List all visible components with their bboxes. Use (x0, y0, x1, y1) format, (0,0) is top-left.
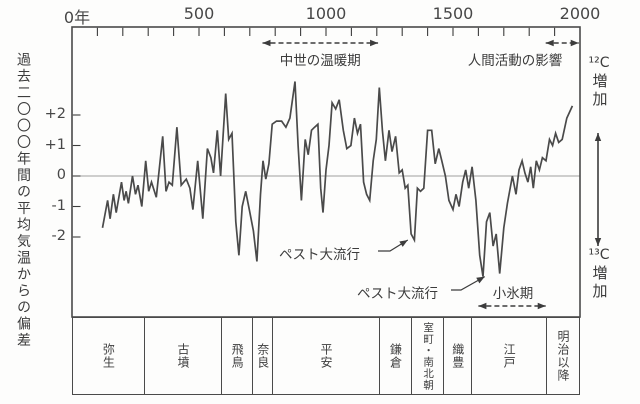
x-tick-label: 500 (183, 4, 215, 23)
era-label: 室町・南北朝 (422, 321, 435, 391)
era-label: 飛鳥 (230, 343, 245, 369)
era-label: 江戸 (502, 343, 517, 369)
y-axis-title: 過去二〇〇〇年間の平均気温からの偏差 (15, 52, 31, 349)
era-label: 明治以降 (555, 330, 570, 382)
era-label: 奈良 (255, 343, 270, 369)
carbon12-increase-label: ¹²C 増加 (581, 56, 617, 109)
annotation-human-activity: 人間活動の影響 (467, 53, 563, 69)
era-label: 平安 (318, 343, 333, 369)
era-cell-4: 奈良 (253, 318, 274, 394)
x-tick-label: 2000 (559, 4, 601, 23)
annotation-plague-2: ペスト大流行 (357, 286, 438, 302)
plague-2-leader (451, 276, 486, 291)
era-cell-7: 室町・南北朝 (412, 318, 445, 394)
c13-text: 増加 (590, 265, 609, 301)
era-cell-3: 飛鳥 (222, 318, 254, 394)
era-cell-2: 古墳 (145, 318, 223, 394)
medieval-warm-period-arrow-head (370, 39, 379, 47)
era-label: 鎌倉 (388, 343, 403, 369)
little-ice-age-arrow-head (478, 302, 487, 310)
y-tick-label: -2 (51, 228, 66, 244)
isotope-axis-arrow-head (594, 238, 602, 246)
y-tick-label: +1 (44, 136, 66, 153)
era-cell-5: 平安 (273, 318, 380, 394)
c12-symbol: ¹²C (588, 55, 610, 71)
era-cell-9: 江戸 (472, 318, 548, 394)
annotation-medieval-warm-period: 中世の温暖期 (279, 53, 361, 69)
era-cell-1: 弥生 (73, 318, 145, 394)
x-tick-label: 1000 (305, 4, 347, 23)
medieval-warm-period-arrow-head (262, 39, 271, 47)
isotope-axis-arrow-head (594, 133, 602, 141)
little-ice-age-arrow-head (537, 302, 546, 310)
y-tick-label: -1 (51, 197, 66, 214)
y-tick-label: +2 (44, 106, 66, 122)
temperature-curve (101, 81, 574, 277)
era-label: 弥生 (101, 343, 116, 369)
human-activity-arrow-head (570, 39, 579, 47)
c13-symbol: ¹³C (588, 247, 610, 263)
era-label: 織豊 (450, 343, 465, 369)
annotation-plague-1: ペスト大流行 (279, 247, 360, 263)
y-tick-label: 0 (56, 167, 66, 183)
carbon13-increase-label: ¹³C 増加 (581, 248, 617, 301)
human-activity-arrow-head (545, 39, 554, 47)
era-cell-8: 織豊 (444, 318, 473, 394)
x-tick-label: 1500 (432, 4, 474, 23)
era-bar: 弥生 古墳 飛鳥 奈良 平安 鎌倉 室町・南北朝 織豊 江戸 明治以降 (72, 317, 580, 395)
era-cell-6: 鎌倉 (380, 318, 413, 394)
plague-1-leader-head (399, 240, 408, 247)
era-label: 古墳 (176, 343, 191, 369)
annotation-little-ice-age: 小氷期 (492, 286, 534, 302)
plague-2-leader-head (476, 276, 485, 284)
c12-text: 増加 (590, 73, 609, 109)
era-cell-10: 明治以降 (547, 318, 579, 394)
x-tick-label: 0年 (63, 8, 91, 27)
